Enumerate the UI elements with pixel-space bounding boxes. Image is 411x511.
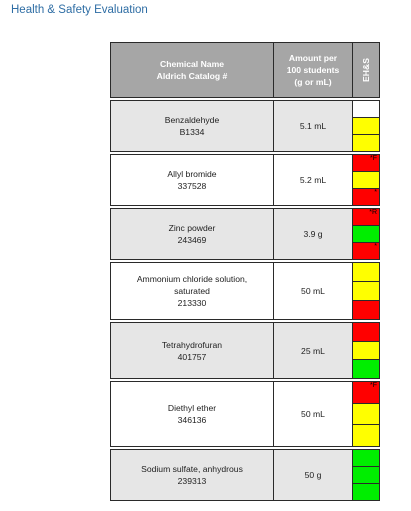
ehs-rating-stack: *R *	[353, 209, 379, 259]
amount-cell: 50 mL	[273, 381, 353, 447]
chemical-name-cell: Zinc powder 243469	[110, 208, 274, 260]
catalog-number: 239313	[177, 476, 207, 486]
ehs-rating-block: *R	[353, 209, 379, 226]
chemical-name-cell: Benzaldehyde B1334	[110, 100, 274, 152]
chemical-name-cell: Ammonium chloride solution, saturated 2133…	[110, 262, 274, 320]
ehs-rating-cell	[352, 262, 380, 320]
chemical-name: Sodium sulfate, anhydrous	[141, 464, 243, 474]
ehs-rating-block	[353, 467, 379, 484]
ehs-rating-block: *F	[353, 155, 379, 172]
table-row: Tetrahydrofuran 401757 25 mL	[110, 322, 380, 379]
ehs-rating-block	[353, 403, 379, 426]
ehs-rating-cell	[352, 322, 380, 379]
table-row: Allyl bromide 337528 5.2 mL *F *	[110, 154, 380, 206]
chemical-name: Zinc powder	[168, 223, 216, 233]
chemical-name: Benzaldehyde	[164, 115, 220, 125]
table-row: Diethyl ether 346136 50 mL *F	[110, 381, 380, 447]
ehs-rating-cell	[352, 449, 380, 501]
ehs-rating-block	[353, 263, 379, 282]
ehs-rating-block	[353, 425, 379, 447]
catalog-number: B1334	[179, 127, 205, 137]
ehs-rating-block	[353, 226, 379, 243]
ehs-rating-block	[353, 118, 379, 135]
ehs-rating-stack	[353, 450, 379, 500]
ehs-rating-block: *	[353, 243, 379, 259]
chemical-name-cell: Diethyl ether 346136	[110, 381, 274, 447]
header-chemical-line2: Aldrich Catalog #	[156, 71, 228, 81]
catalog-number: 401757	[177, 351, 207, 362]
ehs-rating-cell: *F *	[352, 154, 380, 206]
ehs-rating-stack: *F	[353, 382, 379, 447]
header-row: Chemical Name Aldrich Catalog # Amount p…	[110, 42, 380, 98]
ehs-rating-cell	[352, 100, 380, 152]
ehs-rating-block	[353, 172, 379, 189]
catalog-number: 337528	[177, 181, 207, 191]
ehs-rating-block: *F	[353, 382, 379, 404]
ehs-rating-block	[353, 484, 379, 500]
ehs-rating-stack: *F *	[353, 155, 379, 205]
ehs-rating-stack	[353, 263, 379, 319]
chemical-table: Chemical Name Aldrich Catalog # Amount p…	[110, 42, 380, 501]
amount-cell: 25 mL	[273, 322, 353, 379]
chemical-name: Tetrahydrofuran	[161, 339, 223, 350]
table-row: Benzaldehyde B1334 5.1 mL	[110, 100, 380, 152]
amount-cell: 5.2 mL	[273, 154, 353, 206]
chemical-name-cell: Sodium sulfate, anhydrous 239313	[110, 449, 274, 501]
chemical-name: saturated	[174, 286, 210, 296]
chemical-name: Diethyl ether	[167, 403, 217, 413]
ehs-rating-block	[353, 301, 379, 319]
header-ehs: EH&S	[352, 42, 380, 98]
ehs-rating-block	[353, 360, 379, 379]
ehs-rating-cell: *R *	[352, 208, 380, 260]
ehs-rating-block	[353, 282, 379, 301]
table-body: Benzaldehyde B1334 5.1 mL Allyl bromide 3375…	[110, 98, 380, 501]
amount-cell: 3.9 g	[273, 208, 353, 260]
ehs-rating-stack	[353, 101, 379, 151]
ehs-rating-block	[353, 450, 379, 467]
catalog-number: 243469	[177, 235, 207, 245]
amount-cell: 5.1 mL	[273, 100, 353, 152]
amount-cell: 50 mL	[273, 262, 353, 320]
page-title: Health & Safety Evaluation	[11, 4, 148, 16]
header-amount-line2: 100 students	[286, 65, 340, 75]
header-ehs-label: EH&S	[360, 58, 371, 82]
table-row: Zinc powder 243469 3.9 g *R *	[110, 208, 380, 260]
ehs-rating-block: *	[353, 189, 379, 205]
ehs-rating-block	[353, 101, 379, 118]
header-chemical: Chemical Name Aldrich Catalog #	[110, 42, 274, 98]
table-row: Sodium sulfate, anhydrous 239313 50 g	[110, 449, 380, 501]
chemical-name: Ammonium chloride solution,	[136, 274, 248, 284]
header-amount: Amount per 100 students (g or mL)	[273, 42, 353, 98]
amount-cell: 50 g	[273, 449, 353, 501]
chemical-name: Allyl bromide	[167, 169, 217, 179]
header-chemical-line1: Chemical Name	[159, 59, 224, 69]
header-amount-line1: Amount per	[288, 53, 338, 63]
header-amount-line3: (g or mL)	[294, 77, 332, 87]
ehs-rating-block	[353, 341, 379, 361]
ehs-rating-stack	[353, 323, 379, 379]
chemical-name-cell: Tetrahydrofuran 401757	[110, 322, 274, 379]
chemical-name-cell: Allyl bromide 337528	[110, 154, 274, 206]
catalog-number: 346136	[177, 415, 207, 425]
ehs-rating-block	[353, 135, 379, 151]
ehs-rating-cell: *F	[352, 381, 380, 447]
table-row: Ammonium chloride solution, saturated 2133…	[110, 262, 380, 320]
catalog-number: 213330	[177, 298, 207, 308]
ehs-rating-block	[353, 323, 379, 342]
